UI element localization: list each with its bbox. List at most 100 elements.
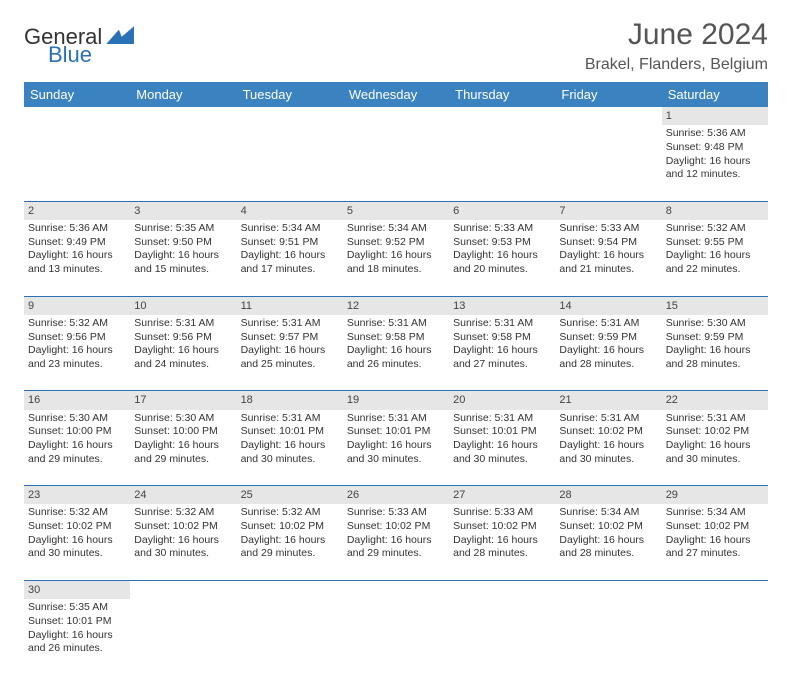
day-number-cell: 14	[555, 296, 661, 315]
day-content-cell: Sunrise: 5:31 AMSunset: 10:02 PMDaylight…	[662, 410, 768, 486]
sunrise-text: Sunrise: 5:34 AM	[347, 222, 445, 236]
day-content-cell: Sunrise: 5:32 AMSunset: 9:55 PMDaylight:…	[662, 220, 768, 296]
daynum-row: 1	[24, 107, 768, 125]
daylight-text: Daylight: 16 hours and 13 minutes.	[28, 249, 126, 276]
weekday-header: Wednesday	[343, 82, 449, 107]
day-number-cell: 22	[662, 391, 768, 410]
daylight-text: Daylight: 16 hours and 30 minutes.	[453, 439, 551, 466]
sunrise-text: Sunrise: 5:31 AM	[134, 317, 232, 331]
daynum-row: 2345678	[24, 201, 768, 220]
day-content-row: Sunrise: 5:32 AMSunset: 9:56 PMDaylight:…	[24, 315, 768, 391]
day-number-cell: 16	[24, 391, 130, 410]
day-number-cell: 23	[24, 486, 130, 505]
sunrise-text: Sunrise: 5:32 AM	[666, 222, 764, 236]
sunrise-text: Sunrise: 5:30 AM	[666, 317, 764, 331]
logo-flag-icon	[106, 26, 134, 44]
weekday-header: Saturday	[662, 82, 768, 107]
day-number-cell: 28	[555, 486, 661, 505]
sunset-text: Sunset: 10:02 PM	[559, 520, 657, 534]
title-block: June 2024 Brakel, Flanders, Belgium	[585, 18, 768, 74]
day-content-cell	[449, 599, 555, 675]
weekday-header: Friday	[555, 82, 661, 107]
sunset-text: Sunset: 9:57 PM	[241, 331, 339, 345]
day-number-cell: 25	[237, 486, 343, 505]
day-content-cell: Sunrise: 5:31 AMSunset: 10:01 PMDaylight…	[449, 410, 555, 486]
daylight-text: Daylight: 16 hours and 21 minutes.	[559, 249, 657, 276]
sunrise-text: Sunrise: 5:34 AM	[559, 506, 657, 520]
sunrise-text: Sunrise: 5:32 AM	[134, 506, 232, 520]
sunrise-text: Sunrise: 5:31 AM	[559, 412, 657, 426]
sunset-text: Sunset: 9:51 PM	[241, 236, 339, 250]
sunrise-text: Sunrise: 5:33 AM	[347, 506, 445, 520]
day-number-cell	[24, 107, 130, 125]
sunset-text: Sunset: 10:02 PM	[453, 520, 551, 534]
day-content-cell: Sunrise: 5:31 AMSunset: 9:56 PMDaylight:…	[130, 315, 236, 391]
daylight-text: Daylight: 16 hours and 25 minutes.	[241, 344, 339, 371]
sunset-text: Sunset: 9:58 PM	[347, 331, 445, 345]
day-number-cell	[343, 580, 449, 599]
day-number-cell: 17	[130, 391, 236, 410]
daylight-text: Daylight: 16 hours and 28 minutes.	[666, 344, 764, 371]
daylight-text: Daylight: 16 hours and 27 minutes.	[453, 344, 551, 371]
daylight-text: Daylight: 16 hours and 24 minutes.	[134, 344, 232, 371]
sunset-text: Sunset: 10:02 PM	[347, 520, 445, 534]
sunset-text: Sunset: 10:02 PM	[241, 520, 339, 534]
sunrise-text: Sunrise: 5:36 AM	[666, 127, 764, 141]
sunset-text: Sunset: 10:01 PM	[28, 615, 126, 629]
day-content-cell: Sunrise: 5:33 AMSunset: 10:02 PMDaylight…	[449, 504, 555, 580]
day-number-cell	[130, 107, 236, 125]
day-content-cell	[130, 599, 236, 675]
day-number-cell: 11	[237, 296, 343, 315]
day-number-cell	[449, 580, 555, 599]
daylight-text: Daylight: 16 hours and 30 minutes.	[241, 439, 339, 466]
day-content-cell: Sunrise: 5:33 AMSunset: 9:54 PMDaylight:…	[555, 220, 661, 296]
day-number-cell: 19	[343, 391, 449, 410]
calendar-header-row: SundayMondayTuesdayWednesdayThursdayFrid…	[24, 82, 768, 107]
day-content-cell: Sunrise: 5:31 AMSunset: 9:59 PMDaylight:…	[555, 315, 661, 391]
day-number-cell: 24	[130, 486, 236, 505]
day-content-row: Sunrise: 5:36 AMSunset: 9:48 PMDaylight:…	[24, 125, 768, 201]
daylight-text: Daylight: 16 hours and 23 minutes.	[28, 344, 126, 371]
day-number-cell	[662, 580, 768, 599]
sunset-text: Sunset: 9:49 PM	[28, 236, 126, 250]
day-number-cell	[237, 107, 343, 125]
day-number-cell	[555, 107, 661, 125]
sunrise-text: Sunrise: 5:33 AM	[559, 222, 657, 236]
day-number-cell	[555, 580, 661, 599]
day-number-cell	[343, 107, 449, 125]
day-content-cell: Sunrise: 5:34 AMSunset: 10:02 PMDaylight…	[555, 504, 661, 580]
daylight-text: Daylight: 16 hours and 30 minutes.	[666, 439, 764, 466]
page-header: General June 2024 Brakel, Flanders, Belg…	[24, 18, 768, 74]
daylight-text: Daylight: 16 hours and 12 minutes.	[666, 155, 764, 182]
daylight-text: Daylight: 16 hours and 28 minutes.	[559, 534, 657, 561]
day-content-cell: Sunrise: 5:36 AMSunset: 9:48 PMDaylight:…	[662, 125, 768, 201]
day-number-cell	[237, 580, 343, 599]
sunset-text: Sunset: 9:59 PM	[559, 331, 657, 345]
sunset-text: Sunset: 10:01 PM	[347, 425, 445, 439]
day-content-cell: Sunrise: 5:36 AMSunset: 9:49 PMDaylight:…	[24, 220, 130, 296]
sunset-text: Sunset: 10:02 PM	[28, 520, 126, 534]
sunrise-text: Sunrise: 5:31 AM	[241, 412, 339, 426]
day-content-cell: Sunrise: 5:34 AMSunset: 9:51 PMDaylight:…	[237, 220, 343, 296]
sunrise-text: Sunrise: 5:32 AM	[28, 317, 126, 331]
day-content-cell: Sunrise: 5:30 AMSunset: 9:59 PMDaylight:…	[662, 315, 768, 391]
day-content-cell	[237, 599, 343, 675]
daylight-text: Daylight: 16 hours and 20 minutes.	[453, 249, 551, 276]
daylight-text: Daylight: 16 hours and 30 minutes.	[559, 439, 657, 466]
daylight-text: Daylight: 16 hours and 29 minutes.	[28, 439, 126, 466]
sunset-text: Sunset: 10:02 PM	[666, 425, 764, 439]
daylight-text: Daylight: 16 hours and 30 minutes.	[347, 439, 445, 466]
day-content-cell	[449, 125, 555, 201]
daylight-text: Daylight: 16 hours and 30 minutes.	[28, 534, 126, 561]
day-number-cell: 8	[662, 201, 768, 220]
day-number-cell: 27	[449, 486, 555, 505]
day-number-cell: 18	[237, 391, 343, 410]
day-content-cell: Sunrise: 5:34 AMSunset: 9:52 PMDaylight:…	[343, 220, 449, 296]
daynum-row: 23242526272829	[24, 486, 768, 505]
day-number-cell: 5	[343, 201, 449, 220]
sunrise-text: Sunrise: 5:30 AM	[134, 412, 232, 426]
sunrise-text: Sunrise: 5:33 AM	[453, 222, 551, 236]
day-number-cell: 15	[662, 296, 768, 315]
sunrise-text: Sunrise: 5:31 AM	[559, 317, 657, 331]
day-content-cell: Sunrise: 5:35 AMSunset: 10:01 PMDaylight…	[24, 599, 130, 675]
